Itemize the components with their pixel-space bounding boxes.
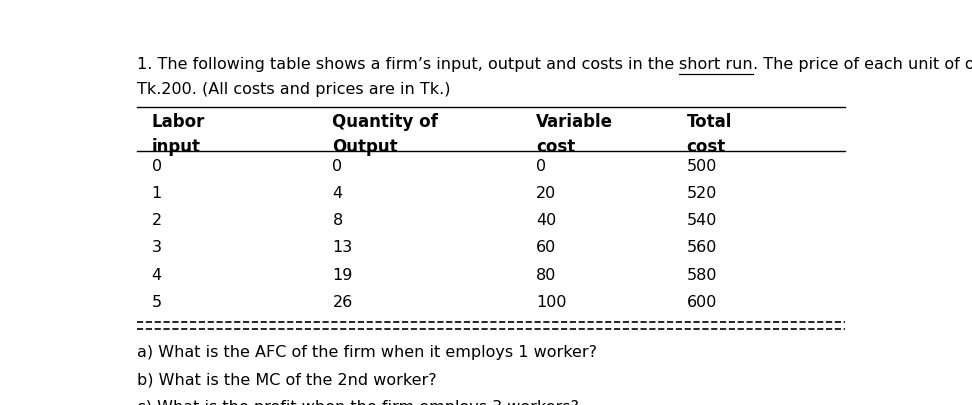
Text: 0: 0: [332, 158, 342, 173]
Text: 100: 100: [536, 294, 567, 309]
Text: 13: 13: [332, 240, 353, 255]
Text: 2: 2: [152, 213, 161, 228]
Text: 4: 4: [332, 185, 342, 200]
Text: 40: 40: [536, 213, 556, 228]
Text: Quantity of: Quantity of: [332, 113, 438, 130]
Text: 26: 26: [332, 294, 353, 309]
Text: 4: 4: [152, 267, 161, 282]
Text: 0: 0: [536, 158, 546, 173]
Text: 80: 80: [536, 267, 556, 282]
Text: 8: 8: [332, 213, 343, 228]
Text: Tk.200. (All costs and prices are in Tk.): Tk.200. (All costs and prices are in Tk.…: [136, 81, 450, 96]
Text: . The price of each unit of output is: . The price of each unit of output is: [752, 56, 972, 71]
Text: b) What is the MC of the 2nd worker?: b) What is the MC of the 2nd worker?: [136, 371, 436, 386]
Text: input: input: [152, 137, 200, 156]
Text: cost: cost: [536, 137, 575, 156]
Text: 500: 500: [686, 158, 716, 173]
Text: 60: 60: [536, 240, 556, 255]
Text: 20: 20: [536, 185, 556, 200]
Text: 600: 600: [686, 294, 716, 309]
Text: 520: 520: [686, 185, 716, 200]
Text: 540: 540: [686, 213, 716, 228]
Text: 580: 580: [686, 267, 717, 282]
Text: 1: 1: [152, 185, 162, 200]
Text: cost: cost: [686, 137, 726, 156]
Text: 5: 5: [152, 294, 161, 309]
Text: Variable: Variable: [536, 113, 612, 130]
Text: 0: 0: [152, 158, 161, 173]
Text: 1. The following table shows a firm’s input, output and costs in the: 1. The following table shows a firm’s in…: [136, 56, 678, 71]
Text: Labor: Labor: [152, 113, 205, 130]
Text: 560: 560: [686, 240, 716, 255]
Text: 3: 3: [152, 240, 161, 255]
Text: c) What is the profit when the firm employs 3 workers?: c) What is the profit when the firm empl…: [136, 399, 578, 405]
Text: a) What is the AFC of the firm when it employs 1 worker?: a) What is the AFC of the firm when it e…: [136, 344, 597, 359]
Text: Output: Output: [332, 137, 399, 156]
Text: 19: 19: [332, 267, 353, 282]
Text: Total: Total: [686, 113, 732, 130]
Text: short run: short run: [678, 56, 752, 71]
